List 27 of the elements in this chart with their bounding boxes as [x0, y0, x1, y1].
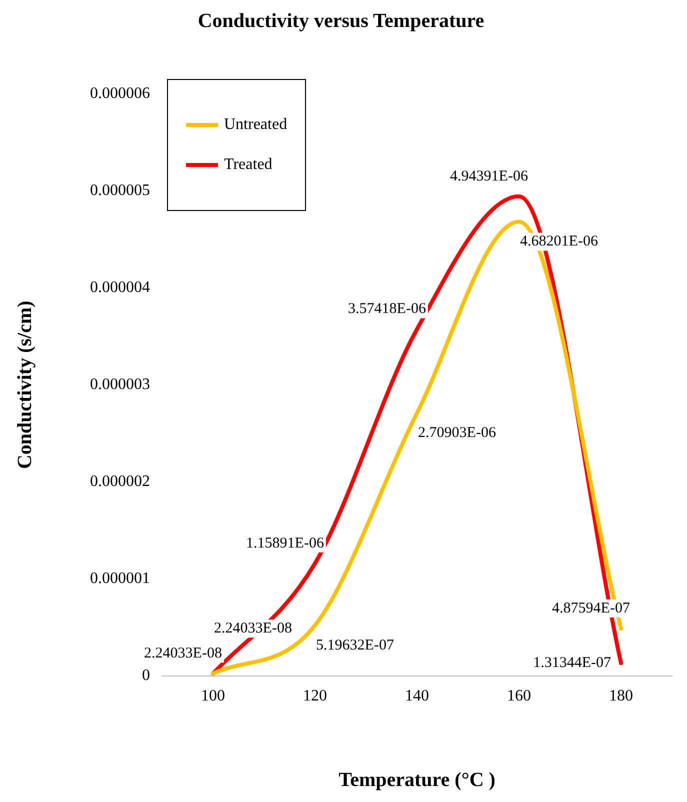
chart-title: Conductivity versus Temperature	[198, 10, 484, 32]
data-label: 4.94391E-06	[450, 168, 528, 184]
data-label: 2.24033E-08	[144, 646, 222, 662]
y-axis-title: Conductivity (s/cm)	[14, 300, 36, 470]
y-tick-label: 0.000002	[90, 473, 150, 490]
y-tick-label: 0.000003	[90, 376, 150, 394]
data-label: 2.70903E-06	[418, 425, 496, 442]
x-tick-label: 120	[303, 688, 327, 705]
x-tick-label: 160	[507, 688, 531, 705]
legend-label: Treated	[224, 156, 272, 174]
y-tick-label: 0.000005	[90, 182, 150, 200]
legend-label: Untreated	[224, 116, 288, 134]
data-label: 2.24033E-08	[214, 620, 292, 637]
y-tick-label: 0.000006	[90, 85, 150, 102]
x-tick-label: 100	[201, 688, 225, 705]
data-label: 5.19632E-07	[316, 637, 394, 654]
y-tick-label: 0	[142, 667, 150, 684]
y-tick-label: 0.000004	[90, 279, 150, 296]
data-label: 4.68201E-06	[520, 234, 598, 250]
x-axis-title: Temperature (°C )	[338, 769, 496, 792]
x-tick-label: 180	[609, 688, 633, 705]
data-label: 4.87594E-07	[552, 600, 630, 616]
y-tick-label: 0.000001	[90, 570, 150, 588]
data-label: 1.15891E-06	[246, 535, 324, 552]
data-label: 3.57418E-06	[348, 301, 426, 318]
data-label: 1.31344E-07	[533, 655, 612, 671]
x-tick-label: 140	[405, 688, 429, 705]
